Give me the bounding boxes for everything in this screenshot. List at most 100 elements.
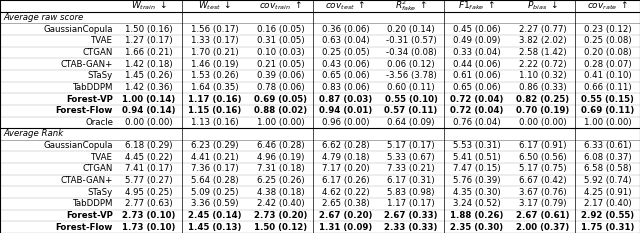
Text: 0.88 (0.02): 0.88 (0.02) bbox=[254, 106, 307, 115]
Text: 7.17 (0.20): 7.17 (0.20) bbox=[322, 164, 369, 173]
Text: 0.33 (0.04): 0.33 (0.04) bbox=[453, 48, 501, 57]
Text: 5.09 (0.25): 5.09 (0.25) bbox=[191, 188, 239, 197]
Text: 4.96 (0.19): 4.96 (0.19) bbox=[257, 153, 304, 162]
Text: 3.67 (0.76): 3.67 (0.76) bbox=[518, 188, 566, 197]
Text: 1.73 (0.10): 1.73 (0.10) bbox=[122, 223, 176, 232]
Text: $F1_{fake}$ $\uparrow$: $F1_{fake}$ $\uparrow$ bbox=[458, 0, 495, 12]
Text: 2.67 (0.33): 2.67 (0.33) bbox=[384, 211, 438, 220]
Text: 1.64 (0.35): 1.64 (0.35) bbox=[191, 83, 239, 92]
Text: 0.49 (0.09): 0.49 (0.09) bbox=[453, 36, 500, 45]
Text: 7.33 (0.21): 7.33 (0.21) bbox=[387, 164, 435, 173]
Text: 0.65 (0.06): 0.65 (0.06) bbox=[322, 71, 369, 80]
Text: 4.79 (0.18): 4.79 (0.18) bbox=[322, 153, 369, 162]
Text: 0.25 (0.08): 0.25 (0.08) bbox=[584, 36, 631, 45]
Text: 1.46 (0.19): 1.46 (0.19) bbox=[191, 60, 239, 69]
Text: 0.64 (0.09): 0.64 (0.09) bbox=[387, 118, 435, 127]
Text: Forest-Flow: Forest-Flow bbox=[56, 223, 113, 232]
Text: 2.67 (0.61): 2.67 (0.61) bbox=[516, 211, 569, 220]
Text: 1.50 (0.16): 1.50 (0.16) bbox=[125, 25, 173, 34]
Text: 0.76 (0.04): 0.76 (0.04) bbox=[453, 118, 501, 127]
Text: 6.17 (0.26): 6.17 (0.26) bbox=[322, 176, 369, 185]
Text: 0.87 (0.03): 0.87 (0.03) bbox=[319, 95, 372, 103]
Text: 0.83 (0.06): 0.83 (0.06) bbox=[322, 83, 369, 92]
Text: 1.66 (0.21): 1.66 (0.21) bbox=[125, 48, 173, 57]
Text: 1.17 (0.17): 1.17 (0.17) bbox=[387, 199, 435, 208]
Text: 0.44 (0.06): 0.44 (0.06) bbox=[453, 60, 501, 69]
Text: 5.77 (0.27): 5.77 (0.27) bbox=[125, 176, 173, 185]
Text: 5.41 (0.51): 5.41 (0.51) bbox=[453, 153, 501, 162]
Text: 0.55 (0.15): 0.55 (0.15) bbox=[581, 95, 634, 103]
Text: 0.39 (0.06): 0.39 (0.06) bbox=[257, 71, 304, 80]
Text: 0.69 (0.05): 0.69 (0.05) bbox=[254, 95, 307, 103]
Text: 6.25 (0.26): 6.25 (0.26) bbox=[257, 176, 304, 185]
Text: 2.00 (0.37): 2.00 (0.37) bbox=[516, 223, 569, 232]
Text: 0.55 (0.10): 0.55 (0.10) bbox=[385, 95, 437, 103]
Text: Average Rank: Average Rank bbox=[3, 130, 63, 138]
Text: 2.17 (0.40): 2.17 (0.40) bbox=[584, 199, 631, 208]
Text: 0.41 (0.10): 0.41 (0.10) bbox=[584, 71, 631, 80]
Text: 2.73 (0.20): 2.73 (0.20) bbox=[254, 211, 307, 220]
Text: Forest-VP: Forest-VP bbox=[66, 211, 113, 220]
Text: $cov_{test}$ $\uparrow$: $cov_{test}$ $\uparrow$ bbox=[325, 0, 365, 12]
Text: 0.31 (0.05): 0.31 (0.05) bbox=[257, 36, 304, 45]
Text: TabDDPM: TabDDPM bbox=[72, 199, 113, 208]
Text: STaSy: STaSy bbox=[88, 71, 113, 80]
Text: 5.76 (0.39): 5.76 (0.39) bbox=[453, 176, 500, 185]
Text: 1.53 (0.26): 1.53 (0.26) bbox=[191, 71, 239, 80]
Text: 2.77 (0.63): 2.77 (0.63) bbox=[125, 199, 173, 208]
Text: 0.20 (0.14): 0.20 (0.14) bbox=[387, 25, 435, 34]
Text: 0.61 (0.06): 0.61 (0.06) bbox=[453, 71, 501, 80]
Text: 6.50 (0.56): 6.50 (0.56) bbox=[518, 153, 566, 162]
Text: Forest-Flow: Forest-Flow bbox=[56, 106, 113, 115]
Text: 3.24 (0.52): 3.24 (0.52) bbox=[453, 199, 501, 208]
Text: CTAB-GAN+: CTAB-GAN+ bbox=[61, 176, 113, 185]
Text: 4.45 (0.22): 4.45 (0.22) bbox=[125, 153, 173, 162]
Text: 3.82 (2.02): 3.82 (2.02) bbox=[518, 36, 566, 45]
Text: 0.28 (0.07): 0.28 (0.07) bbox=[584, 60, 631, 69]
Text: 7.31 (0.18): 7.31 (0.18) bbox=[257, 164, 304, 173]
Text: GaussianCopula: GaussianCopula bbox=[44, 25, 113, 34]
Text: 0.00 (0.00): 0.00 (0.00) bbox=[125, 118, 173, 127]
Text: 5.83 (0.98): 5.83 (0.98) bbox=[387, 188, 435, 197]
Text: 1.88 (0.26): 1.88 (0.26) bbox=[451, 211, 504, 220]
Text: 1.70 (0.21): 1.70 (0.21) bbox=[191, 48, 239, 57]
Text: 1.42 (0.18): 1.42 (0.18) bbox=[125, 60, 173, 69]
Text: -0.34 (0.08): -0.34 (0.08) bbox=[386, 48, 436, 57]
Text: 3.36 (0.59): 3.36 (0.59) bbox=[191, 199, 239, 208]
Text: 0.21 (0.05): 0.21 (0.05) bbox=[257, 60, 304, 69]
Text: CTGAN: CTGAN bbox=[83, 48, 113, 57]
Text: 1.10 (0.32): 1.10 (0.32) bbox=[518, 71, 566, 80]
Text: 0.72 (0.04): 0.72 (0.04) bbox=[451, 95, 504, 103]
Text: 1.17 (0.16): 1.17 (0.16) bbox=[188, 95, 242, 103]
Text: 7.36 (0.17): 7.36 (0.17) bbox=[191, 164, 239, 173]
Text: $cov_{rate}$ $\uparrow$: $cov_{rate}$ $\uparrow$ bbox=[587, 0, 628, 12]
Text: 0.23 (0.12): 0.23 (0.12) bbox=[584, 25, 631, 34]
Text: 2.92 (0.55): 2.92 (0.55) bbox=[581, 211, 634, 220]
Text: TVAE: TVAE bbox=[91, 153, 113, 162]
Text: 0.57 (0.11): 0.57 (0.11) bbox=[385, 106, 438, 115]
Text: 2.35 (0.30): 2.35 (0.30) bbox=[451, 223, 504, 232]
Text: CTGAN: CTGAN bbox=[83, 164, 113, 173]
Text: 5.17 (0.17): 5.17 (0.17) bbox=[387, 141, 435, 150]
Text: STaSy: STaSy bbox=[88, 188, 113, 197]
Text: 2.27 (0.77): 2.27 (0.77) bbox=[518, 25, 566, 34]
Text: 4.38 (0.18): 4.38 (0.18) bbox=[257, 188, 304, 197]
Text: 6.17 (0.91): 6.17 (0.91) bbox=[519, 141, 566, 150]
Text: 0.43 (0.06): 0.43 (0.06) bbox=[322, 60, 369, 69]
Text: 0.36 (0.06): 0.36 (0.06) bbox=[322, 25, 369, 34]
Text: 1.00 (0.14): 1.00 (0.14) bbox=[122, 95, 175, 103]
Text: 2.33 (0.33): 2.33 (0.33) bbox=[384, 223, 438, 232]
Text: 0.06 (0.12): 0.06 (0.12) bbox=[387, 60, 435, 69]
Text: 4.25 (0.91): 4.25 (0.91) bbox=[584, 188, 631, 197]
Text: CTAB-GAN+: CTAB-GAN+ bbox=[61, 60, 113, 69]
Text: Average raw score: Average raw score bbox=[3, 13, 83, 22]
Text: 0.82 (0.25): 0.82 (0.25) bbox=[516, 95, 569, 103]
Text: 6.62 (0.28): 6.62 (0.28) bbox=[322, 141, 369, 150]
Text: 1.15 (0.16): 1.15 (0.16) bbox=[188, 106, 242, 115]
Text: 2.65 (0.38): 2.65 (0.38) bbox=[322, 199, 369, 208]
Text: 5.33 (0.67): 5.33 (0.67) bbox=[387, 153, 435, 162]
Text: 0.94 (0.01): 0.94 (0.01) bbox=[319, 106, 372, 115]
Text: 0.70 (0.19): 0.70 (0.19) bbox=[516, 106, 569, 115]
Text: 6.08 (0.37): 6.08 (0.37) bbox=[584, 153, 631, 162]
Text: 6.18 (0.29): 6.18 (0.29) bbox=[125, 141, 173, 150]
